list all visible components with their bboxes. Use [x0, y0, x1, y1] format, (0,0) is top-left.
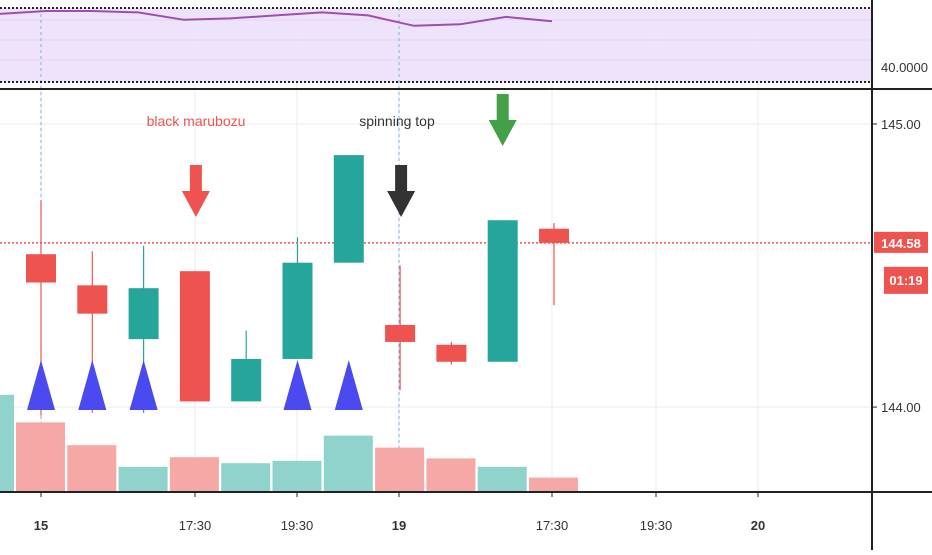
candle-body[interactable]: [539, 228, 569, 243]
candle-body[interactable]: [436, 344, 467, 362]
triangle-up-marker: [283, 360, 312, 410]
volume-bar: [118, 466, 168, 492]
volume-bar: [67, 445, 117, 492]
volume-bar: [169, 457, 219, 492]
arrow-down-icon: [181, 165, 210, 217]
annotation-label: black marubozu: [147, 113, 246, 129]
x-tick-label: 19:30: [640, 518, 673, 533]
y-tick-label: 145.00: [881, 117, 921, 132]
indicator-band: [0, 8, 872, 82]
last-price-label: 144.58: [881, 236, 921, 251]
countdown-timer: 01:19: [889, 273, 922, 288]
volume-bar: [323, 435, 373, 492]
candle-body[interactable]: [231, 358, 262, 402]
annotation-label: spinning top: [359, 113, 435, 129]
indicator-line: [0, 10, 553, 27]
candle-body[interactable]: [385, 324, 416, 342]
volume-bar: [529, 477, 578, 492]
x-tick-label: 17:30: [179, 518, 212, 533]
candle-body[interactable]: [333, 155, 364, 263]
candle-body[interactable]: [128, 288, 159, 340]
x-tick-label: 20: [751, 518, 765, 533]
arrow-down-icon: [488, 94, 517, 146]
volume-bar: [272, 460, 322, 492]
volume-bar: [426, 458, 476, 492]
last-price-badge: [874, 231, 928, 253]
candle-body[interactable]: [26, 254, 56, 283]
y-tick-label: 144.00: [881, 400, 921, 415]
triangle-up-marker: [27, 360, 55, 410]
volume-bar: [375, 447, 425, 492]
candle-body[interactable]: [487, 220, 518, 362]
volume-bar: [477, 466, 527, 492]
countdown-badge: [884, 266, 928, 294]
x-tick-label: 19: [392, 518, 406, 533]
candle-body[interactable]: [179, 271, 210, 402]
triangle-up-marker: [334, 360, 363, 410]
volume-bar: [0, 394, 14, 492]
volume-bar: [221, 463, 271, 492]
triangle-up-marker: [78, 360, 107, 410]
triangle-up-marker: [129, 360, 158, 410]
x-tick-label: 19:30: [281, 518, 314, 533]
indicator-tick-label: 40.0000: [881, 60, 928, 75]
arrow-down-icon: [387, 165, 416, 217]
x-tick-label: 15: [34, 518, 48, 533]
candle-body[interactable]: [77, 285, 108, 314]
candle-body[interactable]: [282, 262, 313, 359]
volume-bar: [16, 422, 65, 492]
x-tick-label: 17:30: [536, 518, 569, 533]
